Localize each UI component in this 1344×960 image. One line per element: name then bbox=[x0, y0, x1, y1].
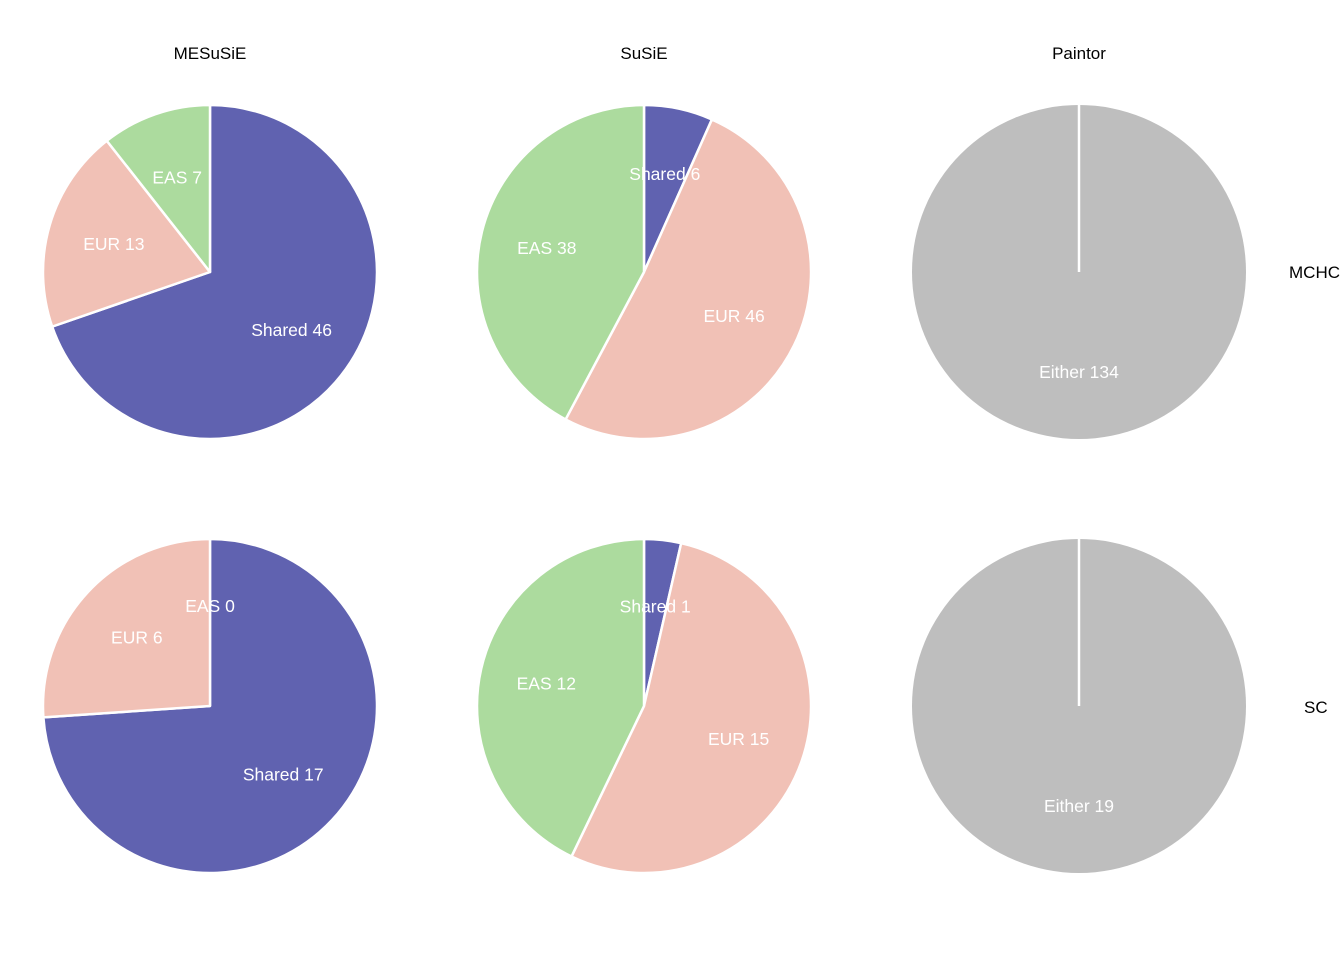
column-title-susie: SuSiE bbox=[620, 44, 667, 63]
slice-mesusie-sc-eur-label: EUR 6 bbox=[111, 628, 163, 648]
slice-paintor-mchc-either-label: Either 134 bbox=[1039, 362, 1119, 382]
slice-paintor-sc-either-label: Either 19 bbox=[1044, 796, 1114, 816]
slice-mesusie-mchc-eas bbox=[105, 103, 212, 274]
pie-mesusie-sc: Shared 17 EUR 6 EAS 0 bbox=[41, 537, 379, 875]
pie-susie-mchc: Shared 6 EUR 46 EAS 38 bbox=[475, 103, 813, 441]
slice-susie-sc-eas bbox=[475, 537, 646, 858]
slice-susie-mchc-eas bbox=[475, 103, 646, 421]
slice-mesusie-mchc-shared bbox=[50, 103, 379, 441]
column-title-mesusie: MESuSiE bbox=[174, 44, 247, 63]
slice-mesusie-mchc-shared-label: Shared 46 bbox=[251, 320, 332, 340]
pie-paintor-mchc: Either 134 bbox=[912, 105, 1246, 439]
slice-susie-mchc-eur-label: EUR 46 bbox=[703, 306, 764, 326]
slice-mesusie-sc-eur bbox=[41, 537, 212, 719]
slice-mesusie-mchc-eur bbox=[41, 139, 212, 328]
pie-susie-sc: Shared 1 EUR 15 EAS 12 bbox=[475, 537, 813, 875]
slice-susie-sc-eas-label: EAS 12 bbox=[517, 674, 576, 694]
slice-mesusie-mchc-eas-label: EAS 7 bbox=[152, 167, 202, 187]
slice-susie-sc-shared-label: Shared 1 bbox=[620, 596, 691, 616]
slice-susie-mchc-eas-label: EAS 38 bbox=[517, 238, 576, 258]
column-title-paintor: Paintor bbox=[1052, 44, 1106, 63]
slice-susie-sc-eur-label: EUR 15 bbox=[708, 729, 769, 749]
pie-paintor-sc: Either 19 bbox=[912, 539, 1246, 873]
slice-susie-mchc-shared-label: Shared 6 bbox=[629, 164, 700, 184]
slice-mesusie-sc-shared-label: Shared 17 bbox=[243, 764, 324, 784]
row-title-sc: SC bbox=[1304, 698, 1328, 717]
row-title-mchc: MCHC bbox=[1289, 263, 1340, 282]
slice-susie-mchc-eur bbox=[564, 118, 813, 441]
pie-mesusie-mchc: Shared 46 EUR 13 EAS 7 bbox=[41, 103, 379, 441]
slice-mesusie-sc-eas-label: EAS 0 bbox=[185, 596, 235, 616]
slice-mesusie-mchc-eur-label: EUR 13 bbox=[83, 234, 144, 254]
slice-susie-sc-eur bbox=[570, 541, 813, 875]
